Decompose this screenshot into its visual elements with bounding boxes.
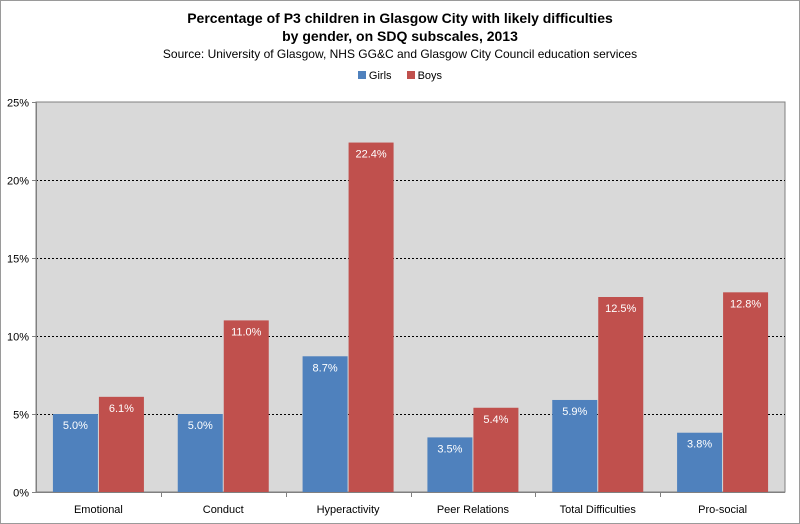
bar-boys	[723, 292, 769, 492]
x-tick-label: Pro-social	[698, 504, 747, 516]
chart-title-line-2: by gender, on SDQ subscales, 2013	[282, 28, 518, 44]
x-tick-label: Total Difficulties	[560, 504, 637, 516]
x-tick-label: Conduct	[203, 504, 244, 516]
legend-swatch-boys	[406, 71, 415, 79]
data-label-boys: 11.0%	[231, 326, 262, 338]
chart-subtitle: Source: University of Glasgow, NHS GG&C …	[162, 47, 638, 61]
data-label-girls: 5.9%	[562, 406, 587, 418]
bar-girls	[52, 414, 98, 492]
bar-boys	[598, 297, 644, 492]
x-tick-label: Hyperactivity	[317, 504, 380, 516]
y-tick-label: 25%	[7, 98, 29, 110]
chart-legend: Girls Boys	[0, 70, 800, 82]
bar-girls	[177, 414, 223, 492]
bar-girls	[302, 356, 348, 492]
bar-boys	[223, 320, 269, 492]
plot-area	[35, 101, 786, 493]
chart-title-line-1: Percentage of P3 children in Glasgow Cit…	[187, 10, 613, 26]
data-label-girls: 3.8%	[687, 439, 712, 451]
y-tick-label: 15%	[7, 254, 29, 266]
data-label-girls: 5.0%	[63, 420, 88, 432]
legend-swatch-girls	[357, 71, 366, 79]
bar-girls	[427, 437, 473, 492]
data-label-girls: 8.7%	[313, 362, 338, 374]
bar-girls	[552, 399, 598, 492]
x-tick-label: Peer Relations	[437, 504, 510, 516]
data-label-boys: 12.5%	[605, 303, 636, 315]
data-label-girls: 5.0%	[188, 420, 213, 432]
y-tick-label: 10%	[7, 332, 29, 344]
data-label-boys: 5.4%	[483, 414, 508, 426]
legend-label-boys: Boys	[417, 70, 443, 82]
bar-boys	[98, 396, 144, 492]
bar-boys	[348, 142, 394, 492]
x-tick-label: Emotional	[74, 504, 123, 516]
data-label-girls: 3.5%	[437, 443, 462, 455]
data-label-boys: 6.1%	[109, 403, 134, 415]
y-tick-label: 5%	[13, 410, 29, 422]
bar-girls	[677, 432, 723, 492]
data-label-boys: 22.4%	[355, 149, 386, 161]
y-tick-label: 20%	[7, 176, 29, 188]
y-tick-label: 0%	[13, 488, 29, 500]
legend-item-girls: Girls	[357, 70, 392, 82]
bar-boys	[473, 407, 519, 492]
data-label-boys: 12.8%	[730, 298, 761, 310]
legend-label-girls: Girls	[368, 70, 392, 82]
legend-item-boys: Boys	[406, 70, 443, 82]
